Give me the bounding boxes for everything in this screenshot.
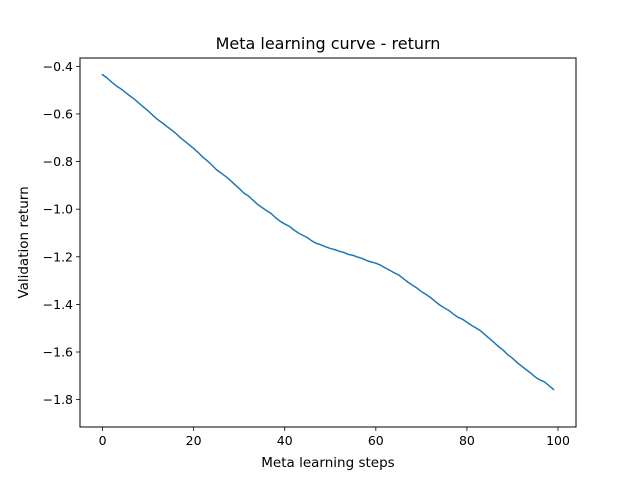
x-tick-label: 40 [277, 433, 293, 448]
x-tick-label: 20 [186, 433, 202, 448]
x-tick-label: 0 [99, 433, 107, 448]
y-tick-label: −0.8 [43, 154, 73, 169]
y-tick-label: −1.6 [43, 345, 73, 360]
y-tick-label: −1.2 [43, 249, 73, 264]
y-axis: −0.4 −0.6 −0.8 −1.0 −1.2 −1.4 −1.6 −1.8 [43, 59, 80, 407]
y-tick-label: −1.0 [43, 202, 73, 217]
x-tick-label: 60 [368, 433, 384, 448]
plot-area [101, 73, 555, 391]
y-axis-title: Validation return [16, 186, 32, 298]
x-axis: 0 20 40 60 80 100 [99, 427, 570, 448]
y-tick-label: −1.4 [43, 297, 73, 312]
chart-title: Meta learning curve - return [216, 34, 441, 53]
x-tick-label: 80 [459, 433, 475, 448]
axes-frame [79, 57, 577, 428]
x-axis-title: Meta learning steps [261, 455, 394, 471]
y-tick-label: −1.8 [43, 392, 73, 407]
series-line-validation_return [101, 73, 555, 391]
y-tick-label: −0.6 [43, 106, 73, 121]
y-tick-label: −0.4 [43, 59, 73, 74]
x-tick-label: 100 [546, 433, 570, 448]
